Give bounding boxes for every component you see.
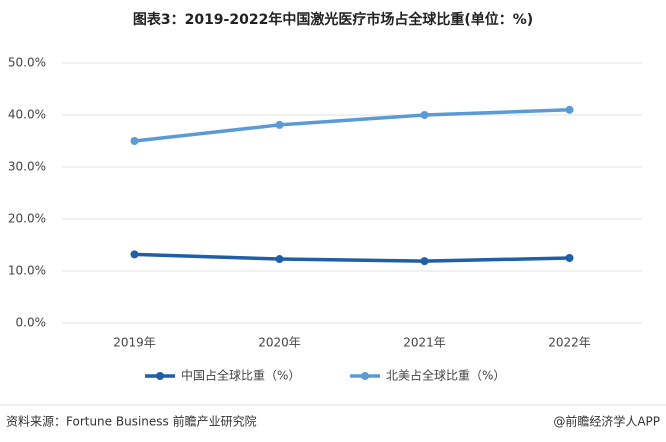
point [130,250,139,259]
series-line [134,108,570,143]
x-tick-label: 2019年 [113,336,156,350]
point [420,111,429,119]
credit: @前瞻经济学人APP [553,414,660,429]
y-tick-label: 40.0% [8,108,46,122]
series-line [134,252,570,263]
y-tick-label: 30.0% [8,160,46,174]
y-tick-label: 50.0% [8,56,46,70]
x-tick-label: 2021年 [403,336,446,350]
chart-title: 图表3：2019-2022年中国激光医疗市场占全球比重(单位：%) [133,11,533,28]
source: 资料来源：Fortune Business 前瞻产业研究院 [6,414,257,429]
legend-marker [361,372,369,380]
point [130,137,139,145]
legend-label: 中国占全球比重（%） [181,368,300,383]
y-tick-label: 20.0% [8,212,46,226]
legend-marker [156,372,164,380]
point [420,257,429,266]
point [565,254,574,262]
point [565,105,574,114]
x-tick-label: 2022年 [548,336,591,350]
y-tick-label: 0.0% [16,316,47,330]
y-tick-label: 10.0% [8,264,46,278]
x-tick-label: 2020年 [258,336,301,350]
point [275,120,284,129]
legend-label: 北美占全球比重（%） [386,368,505,383]
point [275,255,284,264]
